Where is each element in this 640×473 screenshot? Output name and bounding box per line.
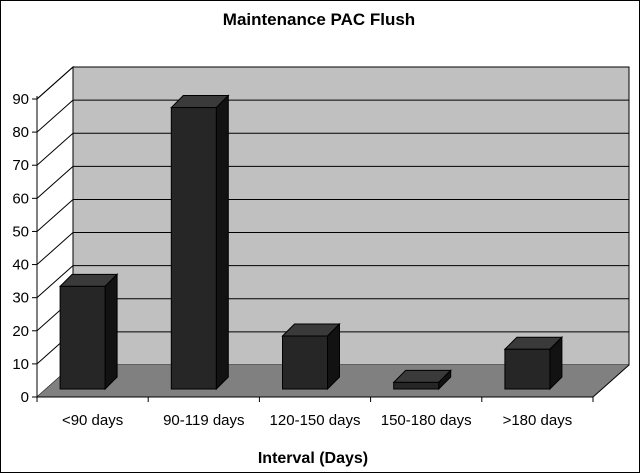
gridline-side <box>36 265 74 299</box>
y-tick-label: 90 <box>12 91 29 108</box>
bar-front <box>504 348 551 390</box>
x-tick-label: <90 days <box>62 412 123 429</box>
gridline-side <box>36 99 74 133</box>
gridlines <box>36 66 629 365</box>
bar <box>281 322 341 391</box>
y-tick-labels: 0 10 20 30 40 50 60 70 80 90 <box>12 91 29 406</box>
x-tick-label: 90-119 days <box>163 412 244 429</box>
bar-front <box>170 107 217 390</box>
y-tick-label: 10 <box>12 356 29 373</box>
y-tick-label: 70 <box>12 157 29 174</box>
bar <box>170 94 230 391</box>
axes <box>32 96 630 402</box>
bar <box>58 273 119 391</box>
gridline-side <box>36 66 74 100</box>
bar-side <box>104 273 118 391</box>
y-tick-label: 30 <box>12 290 29 307</box>
y-tick-label: 20 <box>12 323 29 340</box>
bar <box>392 369 452 391</box>
x-axis-label: Interval (Days) <box>258 450 368 467</box>
y-tick-label: 40 <box>12 257 29 274</box>
floor-edge <box>592 364 630 398</box>
bar-side <box>215 94 229 391</box>
bar-front <box>282 335 328 390</box>
gridline-side <box>36 199 74 232</box>
y-tick-label: 80 <box>12 124 29 141</box>
bars <box>58 94 564 391</box>
back-wall-plane <box>72 66 630 366</box>
y-tick-label: 60 <box>12 190 29 207</box>
bar-front <box>59 285 106 390</box>
bar-side <box>327 322 340 391</box>
y-tick-label: 0 <box>21 389 29 406</box>
gridline-side <box>36 165 74 199</box>
x-tick-labels: <90 days 90-119 days 120-150 days 150-180 d… <box>62 412 572 429</box>
gridline-side <box>36 232 74 265</box>
x-tick-label: 150-180 days <box>381 412 472 429</box>
x-tick-label: >180 days <box>503 412 573 429</box>
x-tick-label: 120-150 days <box>270 412 361 429</box>
bar <box>503 336 564 391</box>
bar-front <box>393 381 440 390</box>
gridline-side <box>36 132 74 166</box>
chart-title: Maintenance PAC Flush <box>223 10 415 29</box>
y-tick-label: 50 <box>12 223 29 240</box>
